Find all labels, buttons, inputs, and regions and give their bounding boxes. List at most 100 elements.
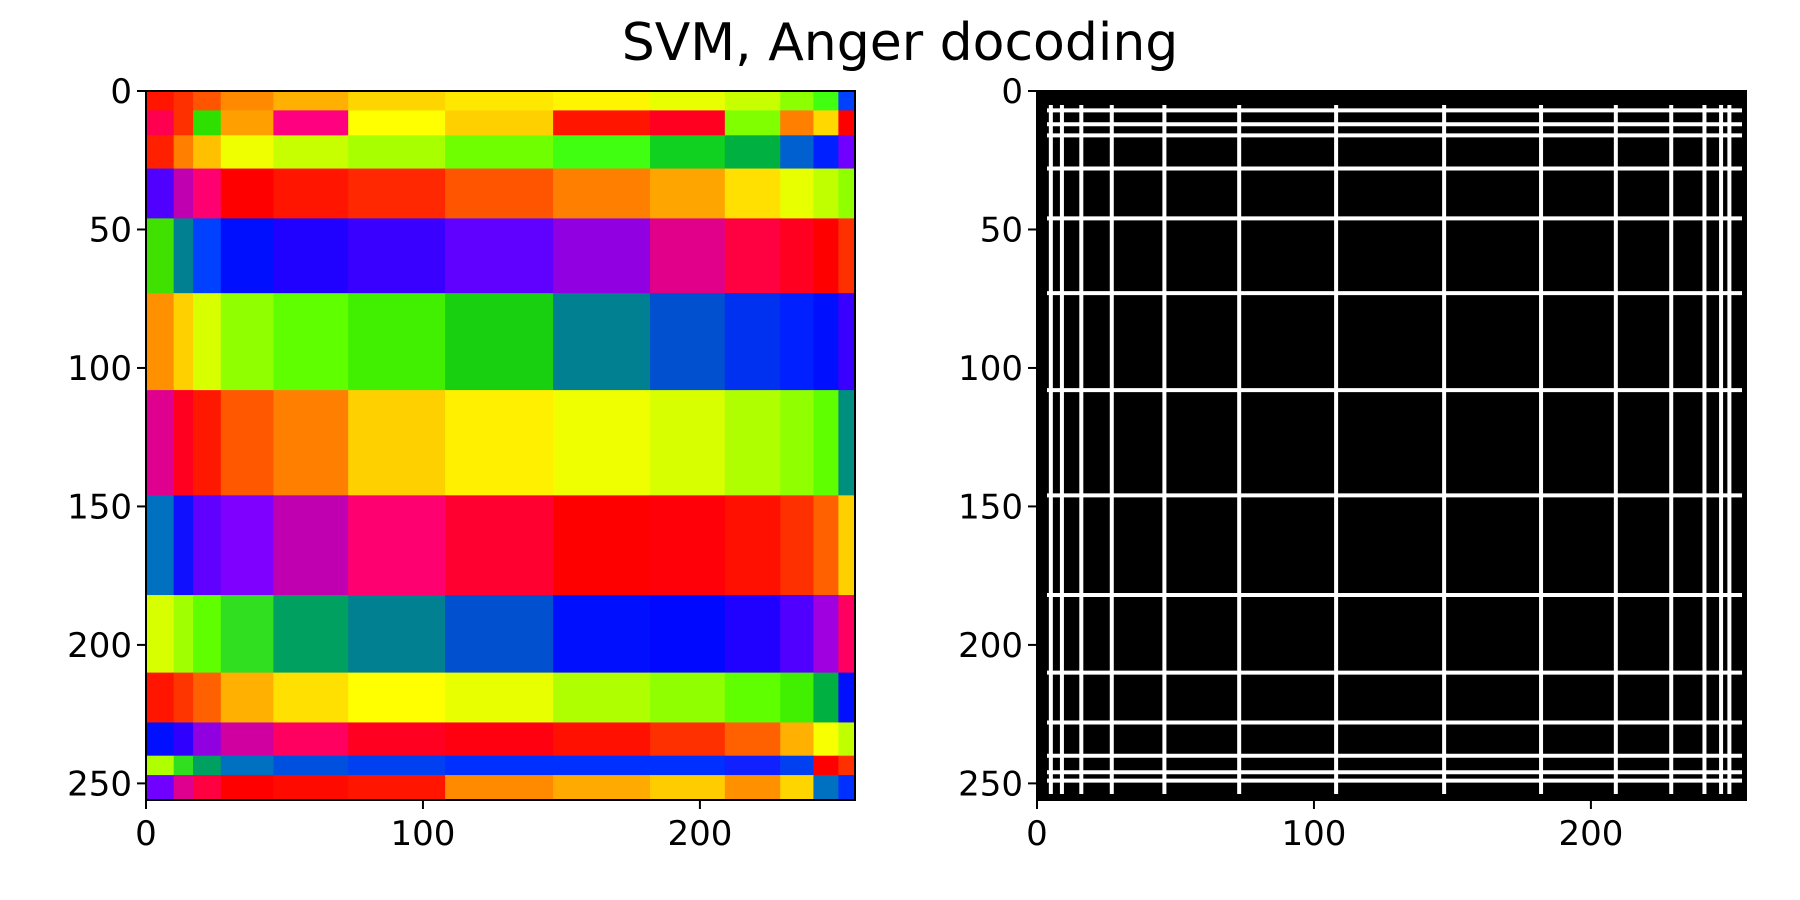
y-tick-label: 50 (89, 210, 132, 250)
heatmap-cell-r1-c2 (193, 110, 222, 136)
heatmap-cell-r5-c12 (838, 293, 856, 391)
heatmap-cell-r10-c12 (838, 722, 856, 757)
heatmap-cell-r11-c0 (146, 755, 175, 776)
heatmap-cell-r7-c8 (650, 495, 726, 596)
binary-image-background (1037, 91, 1746, 800)
y-tick-label: 0 (1001, 72, 1023, 112)
heatmap-cell-r9-c12 (838, 672, 856, 724)
heatmap-cell-r8-c5 (348, 595, 446, 674)
heatmap-cell-r7-c6 (445, 495, 554, 596)
heatmap-cell-r10-c6 (445, 722, 554, 757)
heatmap-cell-r4-c9 (724, 218, 781, 294)
heatmap-cell-r1-c4 (273, 110, 349, 136)
heatmap-cell-r3-c10 (780, 168, 815, 219)
heatmap-cell-r8-c1 (173, 595, 194, 674)
heatmap-cell-r5-c1 (173, 293, 194, 391)
heatmap-cell-r0-c10 (780, 91, 815, 111)
heatmap-cell-r9-c3 (220, 672, 274, 724)
heatmap-cell-r1-c1 (173, 110, 194, 136)
heatmap-cell-r2-c8 (650, 135, 726, 170)
heatmap-cell-r11-c3 (220, 755, 274, 776)
heatmap-cell-r4-c6 (445, 218, 554, 294)
y-tick-label: 250 (67, 764, 132, 804)
heatmap-cell-r4-c12 (838, 218, 856, 294)
y-tick-label: 0 (110, 72, 132, 112)
heatmap-cell-r3-c8 (650, 168, 726, 219)
y-tick-label: 250 (958, 764, 1023, 804)
heatmap-cell-r10-c3 (220, 722, 274, 757)
heatmap-cell-r6-c5 (348, 390, 446, 496)
heatmap-cell-r9-c9 (724, 672, 781, 724)
heatmap-cell-r12-c3 (220, 775, 274, 801)
heatmap-cell-r11-c8 (650, 755, 726, 776)
heatmap-cell-r0-c12 (838, 91, 856, 111)
heatmap-cell-r0-c4 (273, 91, 349, 111)
heatmap-cell-r2-c9 (724, 135, 781, 170)
heatmap-cell-r6-c11 (813, 390, 839, 496)
heatmap-cell-r0-c9 (724, 91, 781, 111)
heatmap-cell-r6-c10 (780, 390, 815, 496)
heatmap-cell-r8-c7 (553, 595, 651, 674)
heatmap-cell-r9-c0 (146, 672, 175, 724)
heatmap-cell-r7-c11 (813, 495, 839, 596)
heatmap-cell-r8-c3 (220, 595, 274, 674)
heatmap-cell-r9-c6 (445, 672, 554, 724)
heatmap-cell-r5-c10 (780, 293, 815, 391)
heatmap-cell-r12-c2 (193, 775, 222, 801)
heatmap-cell-r5-c11 (813, 293, 839, 391)
heatmap-cell-r9-c2 (193, 672, 222, 724)
y-tick-label: 150 (958, 487, 1023, 527)
heatmap-cell-r12-c4 (273, 775, 349, 801)
heatmap-cell-r3-c3 (220, 168, 274, 219)
heatmap-cell-r10-c7 (553, 722, 651, 757)
heatmap-cell-r4-c4 (273, 218, 349, 294)
heatmap-cell-r1-c5 (348, 110, 446, 136)
heatmap-cell-r8-c6 (445, 595, 554, 674)
y-tick-label: 100 (67, 349, 132, 389)
heatmap-cell-r1-c12 (838, 110, 856, 136)
heatmap-cell-r5-c3 (220, 293, 274, 391)
heatmap-cell-r5-c4 (273, 293, 349, 391)
right-binary-panel: 0 100 200 0 50 100 150 200 250 (958, 72, 1747, 854)
heatmap-cell-r3-c4 (273, 168, 349, 219)
heatmap-cell-r7-c3 (220, 495, 274, 596)
heatmap-cell-r3-c11 (813, 168, 839, 219)
heatmap-cell-r1-c6 (445, 110, 554, 136)
heatmap-cell-r1-c0 (146, 110, 175, 136)
axes-frame (1036, 90, 1747, 801)
heatmap-cell-r2-c6 (445, 135, 554, 170)
heatmap-cell-r11-c6 (445, 755, 554, 776)
heatmap-cell-r6-c7 (553, 390, 651, 496)
y-tick-label: 200 (67, 626, 132, 666)
heatmap-cell-r9-c1 (173, 672, 194, 724)
heatmap-cell-r10-c8 (650, 722, 726, 757)
heatmap-cell-r11-c4 (273, 755, 349, 776)
heatmap-cell-r12-c7 (553, 775, 651, 801)
heatmap-cell-r0-c11 (813, 91, 839, 111)
heatmap-cell-r3-c0 (146, 168, 175, 219)
heatmap-cell-r7-c2 (193, 495, 222, 596)
heatmap-cell-r7-c4 (273, 495, 349, 596)
heatmap-cell-r8-c12 (838, 595, 856, 674)
heatmap-cell-r8-c8 (650, 595, 726, 674)
heatmap-cell-r2-c2 (193, 135, 222, 170)
axes-frame (145, 90, 856, 801)
heatmap-cell-r2-c1 (173, 135, 194, 170)
heatmap-cell-r0-c7 (553, 91, 651, 111)
heatmap-cell-r6-c2 (193, 390, 222, 496)
heatmap-cell-r10-c9 (724, 722, 781, 757)
heatmap-cell-r12-c8 (650, 775, 726, 801)
heatmap-cell-r4-c2 (193, 218, 222, 294)
heatmap-cell-r4-c0 (146, 218, 175, 294)
heatmap-cell-r4-c3 (220, 218, 274, 294)
heatmap-cell-r3-c7 (553, 168, 651, 219)
heatmap-cell-r9-c8 (650, 672, 726, 724)
heatmap-cell-r6-c4 (273, 390, 349, 496)
heatmap-cell-r10-c10 (780, 722, 815, 757)
heatmap-cell-r4-c5 (348, 218, 446, 294)
heatmap-cell-r3-c12 (838, 168, 856, 219)
heatmap-cell-r0-c0 (146, 91, 175, 111)
heatmap-cell-r6-c3 (220, 390, 274, 496)
heatmap-cell-r2-c0 (146, 135, 175, 170)
